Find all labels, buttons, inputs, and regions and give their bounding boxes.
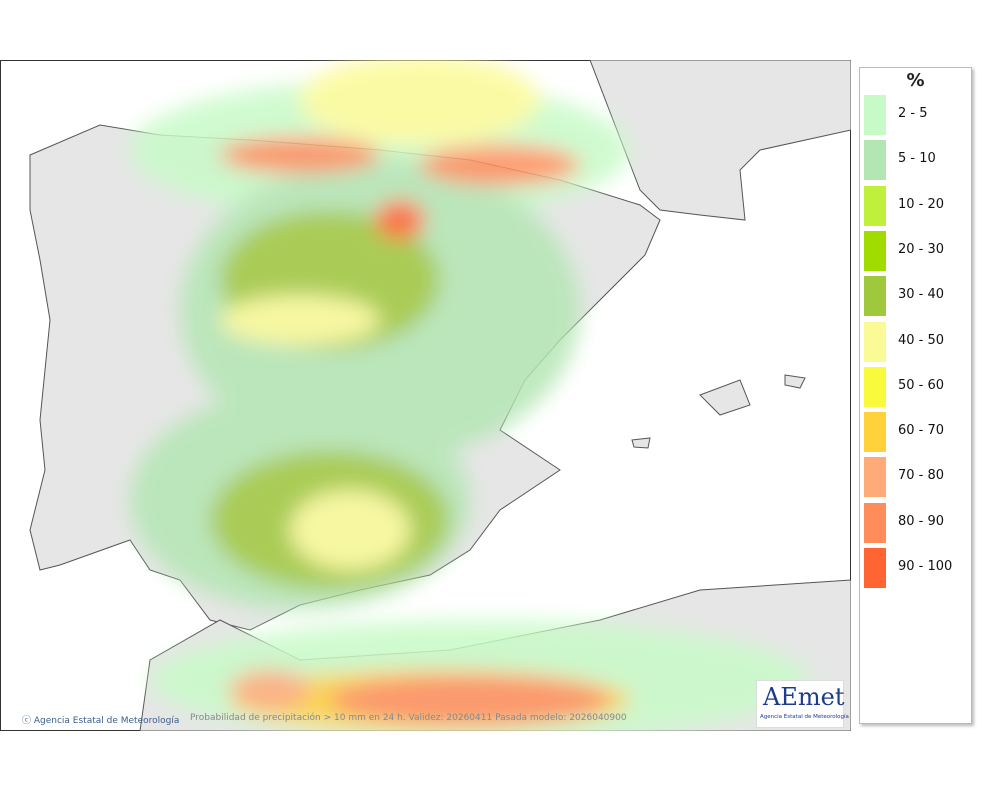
caption: Probabilidad de precipitación > 10 mm en… — [190, 713, 627, 723]
legend-swatch — [864, 276, 886, 317]
legend-swatch — [864, 185, 886, 226]
legend-label: 5 - 10 — [898, 151, 936, 167]
legend-label: 90 - 100 — [898, 559, 953, 574]
legend-swatch — [864, 548, 886, 588]
map — [0, 60, 851, 731]
legend-label: 10 - 20 — [898, 196, 945, 212]
legend: % 2 - 5 5 - 10 10 - 20 20 - 30 30 - 40 40 - 5… — [859, 67, 972, 724]
legend-swatch — [864, 457, 886, 498]
legend-label: 40 - 50 — [898, 332, 945, 348]
legend-swatch — [864, 95, 886, 135]
credit: ⓒ Agencia Estatal de Meteorología — [22, 716, 180, 726]
legend-swatch — [864, 140, 886, 181]
legend-label: 20 - 30 — [898, 241, 945, 257]
logo: AEmet Agencia Estatal de Meteorología — [756, 680, 849, 728]
legend-label: 80 - 90 — [898, 513, 945, 529]
logo-name: AEmet — [763, 683, 845, 711]
legend-swatch — [864, 502, 886, 543]
legend-label: 2 - 5 — [898, 106, 928, 121]
legend-label: 70 - 80 — [898, 468, 945, 484]
precip-areas — [130, 60, 810, 731]
legend-label: 60 - 70 — [898, 423, 945, 439]
logo-subtitle: Agencia Estatal de Meteorología — [760, 714, 849, 720]
legend-swatch — [864, 230, 886, 271]
legend-swatch — [864, 366, 886, 407]
legend-label: 30 - 40 — [898, 287, 945, 303]
legend-swatch — [864, 321, 886, 362]
legend-swatch — [864, 412, 886, 453]
credit-text: Agencia Estatal de Meteorología — [33, 716, 180, 726]
legend-label: 50 - 60 — [898, 377, 945, 393]
legend-title: % — [906, 70, 925, 91]
